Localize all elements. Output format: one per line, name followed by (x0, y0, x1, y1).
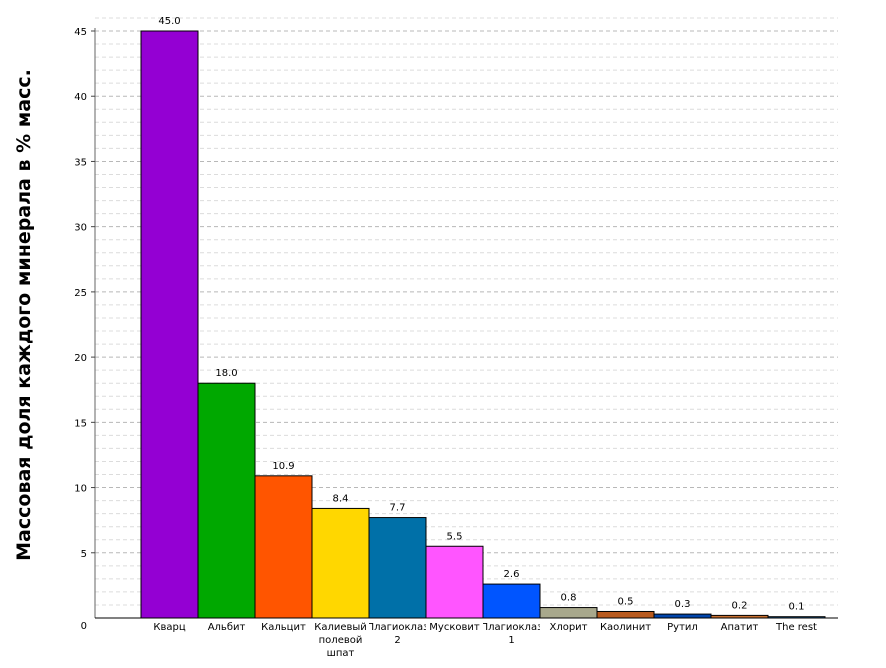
bar (653, 613, 712, 619)
x-tick-label-line: Рутил (667, 622, 698, 633)
grid-lines (95, 17, 838, 606)
data-label: 0.5 (618, 596, 634, 607)
data-label: 0.8 (561, 593, 577, 604)
x-tick-label: Апатит (721, 622, 759, 633)
x-tick-label-line: шпат (327, 648, 355, 659)
labels: 45.0 Кварц 18.0 Альбит 10.9 Кальцит 8.4 Калиевы… (153, 16, 817, 659)
x-tick-label-line: Альбит (208, 622, 246, 633)
bar (254, 475, 313, 619)
bar (311, 507, 370, 619)
bar (197, 382, 256, 619)
data-label: 7.7 (390, 503, 406, 514)
bar (425, 545, 484, 619)
data-label: 8.4 (333, 493, 349, 504)
bars (140, 30, 826, 619)
x-tick-label: Хлорит (549, 622, 587, 633)
data-label: 0.3 (675, 599, 691, 610)
x-tick-label-line: Плагиоклаз (367, 622, 429, 633)
y-axis-label: Массовая доля каждого минерала в % масс. (13, 69, 35, 561)
x-tick-label-line: Плагиоклаз (481, 622, 543, 633)
y-tick-label: 25 (74, 288, 87, 299)
bar (368, 517, 427, 619)
x-tick-label-line: Хлорит (549, 622, 587, 633)
x-tick-label: Плагиоклаз 2 (367, 622, 429, 646)
x-tick-label-line: Калиевый (314, 622, 367, 633)
x-tick-label: The rest (775, 622, 817, 633)
x-tick-label-line: The rest (775, 622, 817, 633)
data-label: 0.2 (732, 600, 748, 611)
x-tick-label-line: Мусковит (429, 622, 480, 633)
y-tick-label: 30 (74, 223, 87, 234)
data-label: 18.0 (215, 368, 237, 379)
y-tick-label: 20 (74, 353, 87, 364)
bar (539, 607, 598, 619)
y-tick-label: 40 (74, 92, 87, 103)
x-tick-label: Рутил (667, 622, 698, 633)
y-tick-label: 10 (74, 484, 87, 495)
x-tick-label: Калиевый полевой шпат (314, 622, 367, 659)
bar (482, 583, 541, 619)
y-tick-label: 5 (81, 549, 87, 560)
data-label: 45.0 (158, 16, 180, 27)
x-tick-label: Кальцит (261, 622, 306, 633)
bar (767, 616, 826, 619)
x-tick-label: Мусковит (429, 622, 480, 633)
x-tick-label: Каолинит (600, 622, 651, 633)
x-tick-label-line: Кальцит (261, 622, 306, 633)
x-tick-label-line: 2 (394, 635, 400, 646)
bar (596, 610, 655, 619)
y-tick-label: 35 (74, 157, 87, 168)
x-tick-label-line: Кварц (153, 622, 185, 633)
data-label: 2.6 (504, 569, 520, 580)
y-tick-label: 15 (74, 418, 87, 429)
x-tick-label-line: полевой (319, 635, 363, 646)
data-label: 10.9 (272, 461, 294, 472)
x-tick-label: Кварц (153, 622, 185, 633)
data-label: 5.5 (447, 531, 463, 542)
bar (140, 30, 199, 619)
x-tick-label: Плагиоклаз 1 (481, 622, 543, 646)
x-tick-label-line: Каолинит (600, 622, 651, 633)
x-tick-label: Альбит (208, 622, 246, 633)
x-tick-label-line: Апатит (721, 622, 759, 633)
y-tick-label: 0 (81, 621, 87, 632)
x-tick-label-line: 1 (508, 635, 514, 646)
data-label: 0.1 (789, 602, 805, 613)
y-tick-label: 45 (74, 27, 87, 38)
bar (710, 614, 769, 619)
